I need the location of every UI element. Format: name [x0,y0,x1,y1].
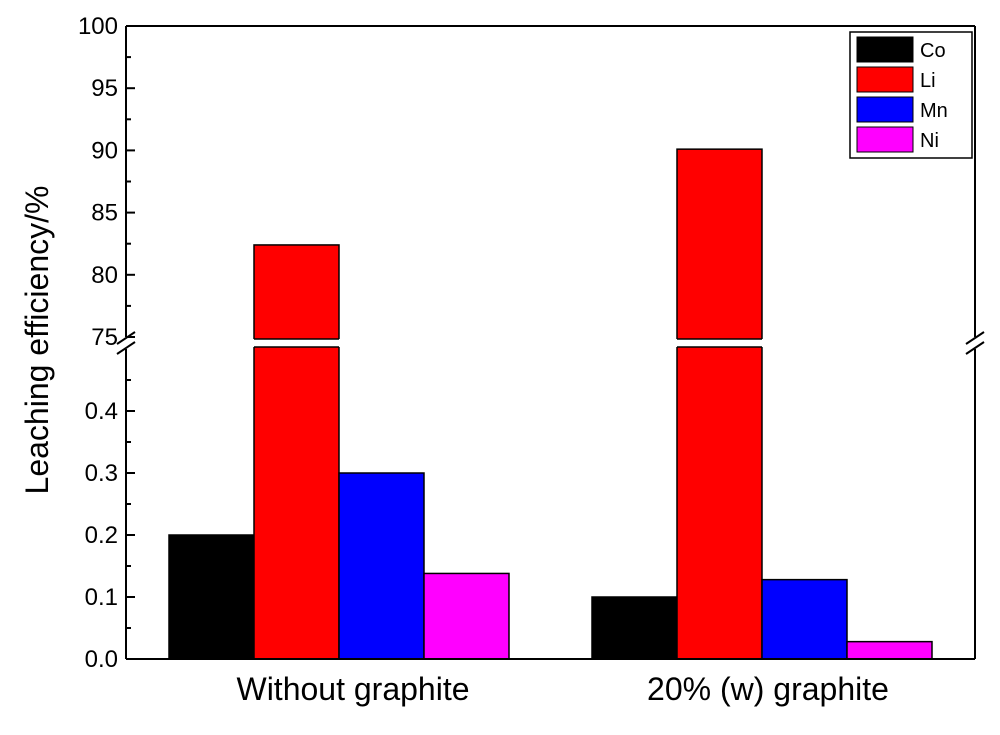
y-tick-label-0.4: 0.4 [85,398,118,425]
bar-li-2-break-gap [675,339,764,347]
y-tick-label-0.2: 0.2 [85,522,118,549]
legend-label-ni: Ni [920,130,939,152]
x-category-label-1: Without graphite [236,671,469,707]
legend-swatch-ni [856,126,914,153]
x-category-labels: Without graphite 20% (w) graphite [236,671,888,707]
axis-break-mark-left-2 [116,341,136,355]
bar-mn-1 [338,472,425,660]
axes [116,25,985,660]
bar-ni-1 [423,572,510,660]
bar-co-1 [168,534,255,660]
y-tick-label-90: 90 [91,137,118,164]
bars [168,148,933,660]
bar-li-2 [676,148,763,660]
y-tick-label-85: 85 [91,200,118,227]
y-tick-label-0.1: 0.1 [85,584,118,611]
y-tick-label-80: 80 [91,262,118,289]
y-tick-label-100: 100 [78,13,118,40]
y-tick-label-75: 75 [91,324,118,351]
legend: Co Li Mn Ni [849,31,973,159]
y-tick-label-95: 95 [91,75,118,102]
x-category-label-2: 20% (w) graphite [647,671,889,707]
legend-label-mn: Mn [920,100,948,122]
y-tick-label-0.3: 0.3 [85,460,118,487]
bar-li-1-break-gap [252,339,341,347]
bar-li-1 [253,244,340,660]
bar-mn-2 [761,578,848,660]
legend-swatch-li [856,66,914,93]
legend-swatch-mn [856,96,914,123]
y-axis-title: Leaching efficiency/% [19,186,55,495]
legend-swatch-co [856,36,914,63]
bar-co-2 [591,596,678,660]
axis-break-mark-right-2 [965,341,985,355]
legend-label-co: Co [920,40,946,62]
axis-break-mark-right-1 [965,331,985,345]
y-tick-label-0.0: 0.0 [85,646,118,673]
y-ticks: 75 80 85 90 95 100 0.0 0.1 0.2 0.3 0.4 [78,13,135,673]
bar-ni-2 [846,640,933,660]
legend-label-li: Li [920,70,936,92]
